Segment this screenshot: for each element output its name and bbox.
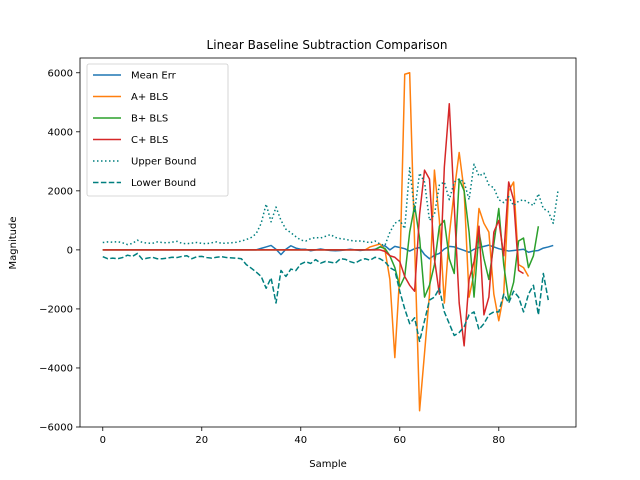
- x-tick-label: 40: [294, 435, 307, 446]
- legend: Mean Err A+ BLS B+ BLS C+ BLS Upper Bound Low…: [86, 63, 229, 197]
- legend-label: Upper Bound: [131, 157, 196, 168]
- legend-label: Mean Err: [131, 71, 177, 82]
- y-tick-label: 4000: [48, 127, 73, 138]
- y-tick-label: 2000: [48, 186, 73, 197]
- x-tick-label: 20: [195, 435, 208, 446]
- series-line-c-bls: [102, 103, 524, 347]
- y-tick-label: −2000: [39, 304, 73, 315]
- y-axis-ticks: −6000 −4000 −2000 0 2000 4000 6000: [39, 68, 80, 434]
- x-axis-ticks: 0 20 40 60 80: [100, 427, 505, 446]
- series-line-mean-err: [102, 244, 554, 260]
- chart-title: Linear Baseline Subtraction Comparison: [207, 38, 448, 52]
- x-tick-label: 0: [100, 435, 106, 446]
- y-axis-label: Magnitude: [8, 217, 19, 270]
- legend-label: C+ BLS: [131, 135, 168, 146]
- x-axis-label: Sample: [309, 459, 347, 470]
- y-tick-label: 0: [67, 245, 73, 256]
- legend-box: [86, 63, 229, 197]
- legend-label: B+ BLS: [131, 114, 168, 125]
- series-line-lower-bound: [102, 252, 550, 343]
- y-tick-label: −4000: [39, 363, 73, 374]
- plot-frame: [79, 57, 577, 428]
- legend-label: Lower Bound: [131, 178, 196, 189]
- y-tick-label: −6000: [39, 423, 73, 434]
- series-line-b-bls: [102, 178, 540, 301]
- legend-label: A+ BLS: [131, 92, 168, 103]
- x-tick-label: 60: [393, 435, 406, 446]
- x-tick-label: 80: [492, 435, 505, 446]
- y-tick-label: 6000: [48, 68, 73, 79]
- series-layer: [102, 72, 559, 412]
